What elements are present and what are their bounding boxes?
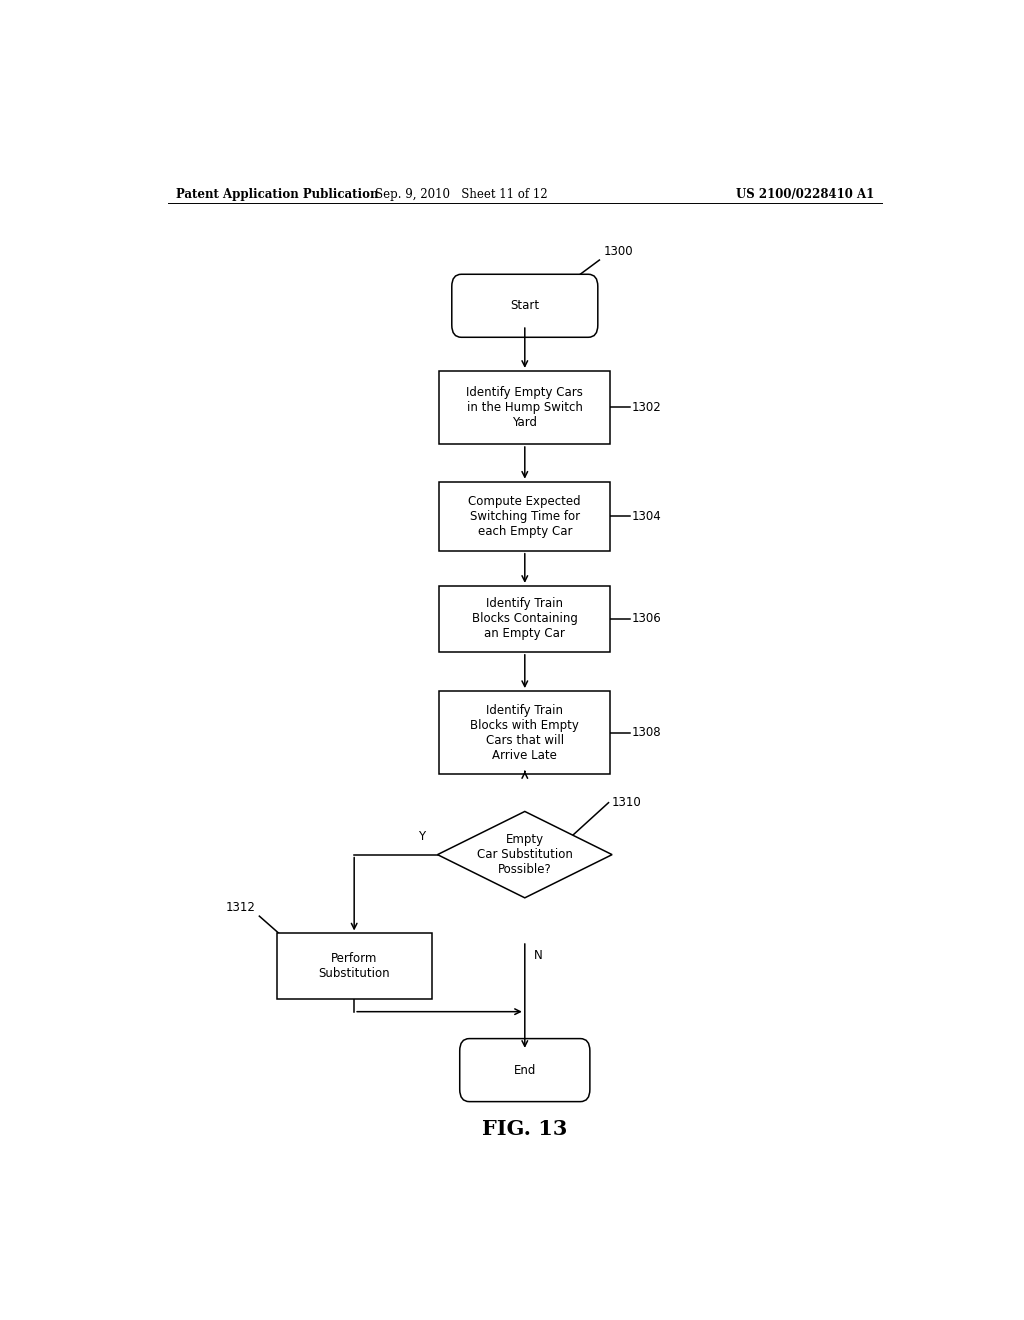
Text: FIG. 13: FIG. 13	[482, 1119, 567, 1139]
Text: 1300: 1300	[603, 246, 633, 257]
Bar	[439, 482, 610, 550]
Text: 1304: 1304	[632, 510, 662, 523]
FancyBboxPatch shape	[452, 275, 598, 338]
FancyBboxPatch shape	[460, 1039, 590, 1102]
Text: N: N	[535, 949, 543, 962]
Text: Patent Application Publication: Patent Application Publication	[176, 189, 378, 202]
Text: Sep. 9, 2010   Sheet 11 of 12: Sep. 9, 2010 Sheet 11 of 12	[375, 189, 548, 202]
Text: 1310: 1310	[611, 796, 641, 809]
Bar	[439, 371, 610, 444]
Polygon shape	[437, 812, 612, 898]
Text: US 2100/0228410 A1: US 2100/0228410 A1	[735, 189, 873, 202]
Text: 1312: 1312	[225, 902, 255, 913]
Bar	[276, 933, 431, 999]
Text: 1306: 1306	[632, 612, 662, 626]
Text: 1302: 1302	[632, 401, 662, 414]
Bar	[439, 586, 610, 652]
Text: Empty
Car Substitution
Possible?: Empty Car Substitution Possible?	[477, 833, 572, 876]
Text: Identify Train
Blocks with Empty
Cars that will
Arrive Late: Identify Train Blocks with Empty Cars th…	[470, 704, 580, 762]
Text: End: End	[514, 1064, 536, 1077]
Text: Identify Train
Blocks Containing
an Empty Car: Identify Train Blocks Containing an Empt…	[472, 598, 578, 640]
Text: 1308: 1308	[632, 726, 662, 739]
Text: Identify Empty Cars
in the Hump Switch
Yard: Identify Empty Cars in the Hump Switch Y…	[466, 385, 584, 429]
Bar	[439, 690, 610, 775]
Text: Y: Y	[419, 830, 426, 843]
Text: Compute Expected
Switching Time for
each Empty Car: Compute Expected Switching Time for each…	[469, 495, 581, 537]
Text: Perform
Substitution: Perform Substitution	[318, 953, 390, 981]
Text: Start: Start	[510, 300, 540, 313]
